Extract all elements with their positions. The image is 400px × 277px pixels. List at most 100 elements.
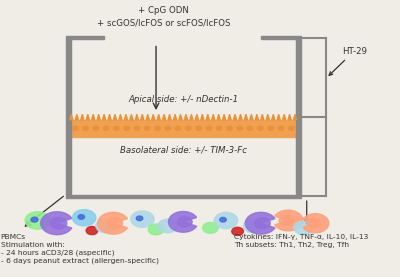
Circle shape	[148, 224, 164, 235]
Circle shape	[214, 212, 238, 229]
Circle shape	[244, 219, 263, 233]
Circle shape	[25, 212, 50, 229]
Bar	[70, 120, 296, 137]
Polygon shape	[168, 114, 171, 120]
Circle shape	[186, 126, 191, 130]
Polygon shape	[103, 114, 106, 120]
Circle shape	[155, 126, 160, 130]
Text: PBMCs
Stimulation with:
- 24 hours aCD3/28 (aspecific)
- 6 days peanut extract (: PBMCs Stimulation with: - 24 hours aCD3/…	[1, 234, 159, 264]
Polygon shape	[146, 114, 149, 120]
Circle shape	[258, 126, 263, 130]
Bar	[66, 36, 104, 39]
Polygon shape	[212, 114, 215, 120]
Polygon shape	[119, 114, 122, 120]
Polygon shape	[108, 114, 111, 120]
Circle shape	[83, 126, 88, 130]
Polygon shape	[157, 114, 160, 120]
Polygon shape	[163, 114, 166, 120]
Polygon shape	[135, 114, 138, 120]
Wedge shape	[168, 212, 196, 232]
Polygon shape	[81, 114, 84, 120]
Circle shape	[227, 126, 232, 130]
Wedge shape	[303, 214, 329, 233]
Polygon shape	[294, 114, 296, 120]
Circle shape	[107, 218, 123, 229]
Wedge shape	[98, 212, 127, 234]
Circle shape	[72, 210, 96, 226]
Polygon shape	[75, 114, 78, 120]
Polygon shape	[124, 114, 128, 120]
Polygon shape	[288, 114, 291, 120]
Polygon shape	[97, 114, 100, 120]
Circle shape	[158, 219, 177, 233]
Circle shape	[247, 126, 253, 130]
Polygon shape	[266, 114, 269, 120]
Polygon shape	[141, 114, 144, 120]
Polygon shape	[217, 114, 220, 120]
Polygon shape	[277, 114, 280, 120]
Circle shape	[216, 126, 222, 130]
Circle shape	[134, 126, 140, 130]
Circle shape	[144, 126, 150, 130]
Circle shape	[203, 222, 218, 233]
Circle shape	[279, 215, 294, 226]
Circle shape	[124, 126, 129, 130]
Circle shape	[294, 221, 313, 235]
Polygon shape	[184, 114, 188, 120]
Polygon shape	[195, 114, 198, 120]
Circle shape	[96, 219, 115, 233]
Polygon shape	[272, 114, 275, 120]
Circle shape	[114, 126, 119, 130]
Wedge shape	[275, 210, 303, 231]
Circle shape	[307, 219, 321, 228]
Circle shape	[131, 211, 154, 227]
Polygon shape	[283, 114, 286, 120]
Polygon shape	[244, 114, 248, 120]
Circle shape	[237, 126, 242, 130]
Circle shape	[288, 126, 294, 130]
Circle shape	[165, 126, 170, 130]
Circle shape	[177, 217, 192, 227]
Polygon shape	[239, 114, 242, 120]
Polygon shape	[92, 114, 95, 120]
Polygon shape	[130, 114, 133, 120]
Polygon shape	[206, 114, 209, 120]
Polygon shape	[234, 114, 236, 120]
Circle shape	[232, 227, 244, 235]
Polygon shape	[86, 114, 89, 120]
Bar	[66, 39, 70, 195]
Polygon shape	[152, 114, 155, 120]
Polygon shape	[261, 114, 264, 120]
Circle shape	[93, 126, 98, 130]
Polygon shape	[228, 114, 231, 120]
Circle shape	[255, 218, 270, 229]
Polygon shape	[255, 114, 258, 120]
Circle shape	[136, 216, 143, 220]
Polygon shape	[201, 114, 204, 120]
Text: HT-29: HT-29	[329, 47, 367, 75]
Circle shape	[78, 215, 84, 219]
Circle shape	[31, 217, 38, 222]
Circle shape	[72, 126, 78, 130]
Text: Apical side: +/- nDectin-1: Apical side: +/- nDectin-1	[128, 95, 238, 104]
Polygon shape	[250, 114, 253, 120]
Circle shape	[206, 126, 212, 130]
Bar	[261, 36, 301, 39]
Circle shape	[175, 126, 181, 130]
Bar	[296, 39, 301, 195]
Circle shape	[220, 217, 226, 222]
Circle shape	[268, 126, 273, 130]
Text: Cytokines: IFN-γ, TNF-α, IL-10, IL-13
Th subsets: Th1, Th2, Treg, Tfh: Cytokines: IFN-γ, TNF-α, IL-10, IL-13 Th…	[234, 234, 368, 248]
Circle shape	[50, 217, 67, 229]
Circle shape	[103, 126, 109, 130]
Polygon shape	[70, 114, 73, 120]
Polygon shape	[114, 114, 116, 120]
Text: Basolateral side: +/- TIM-3-Fc: Basolateral side: +/- TIM-3-Fc	[120, 145, 247, 154]
Polygon shape	[223, 114, 226, 120]
Bar	[66, 195, 301, 198]
Circle shape	[278, 126, 284, 130]
Wedge shape	[245, 212, 275, 234]
Polygon shape	[179, 114, 182, 120]
Circle shape	[196, 126, 201, 130]
Text: + CpG ODN
+ scGOS/lcFOS or scFOS/lcFOS: + CpG ODN + scGOS/lcFOS or scFOS/lcFOS	[97, 6, 230, 27]
